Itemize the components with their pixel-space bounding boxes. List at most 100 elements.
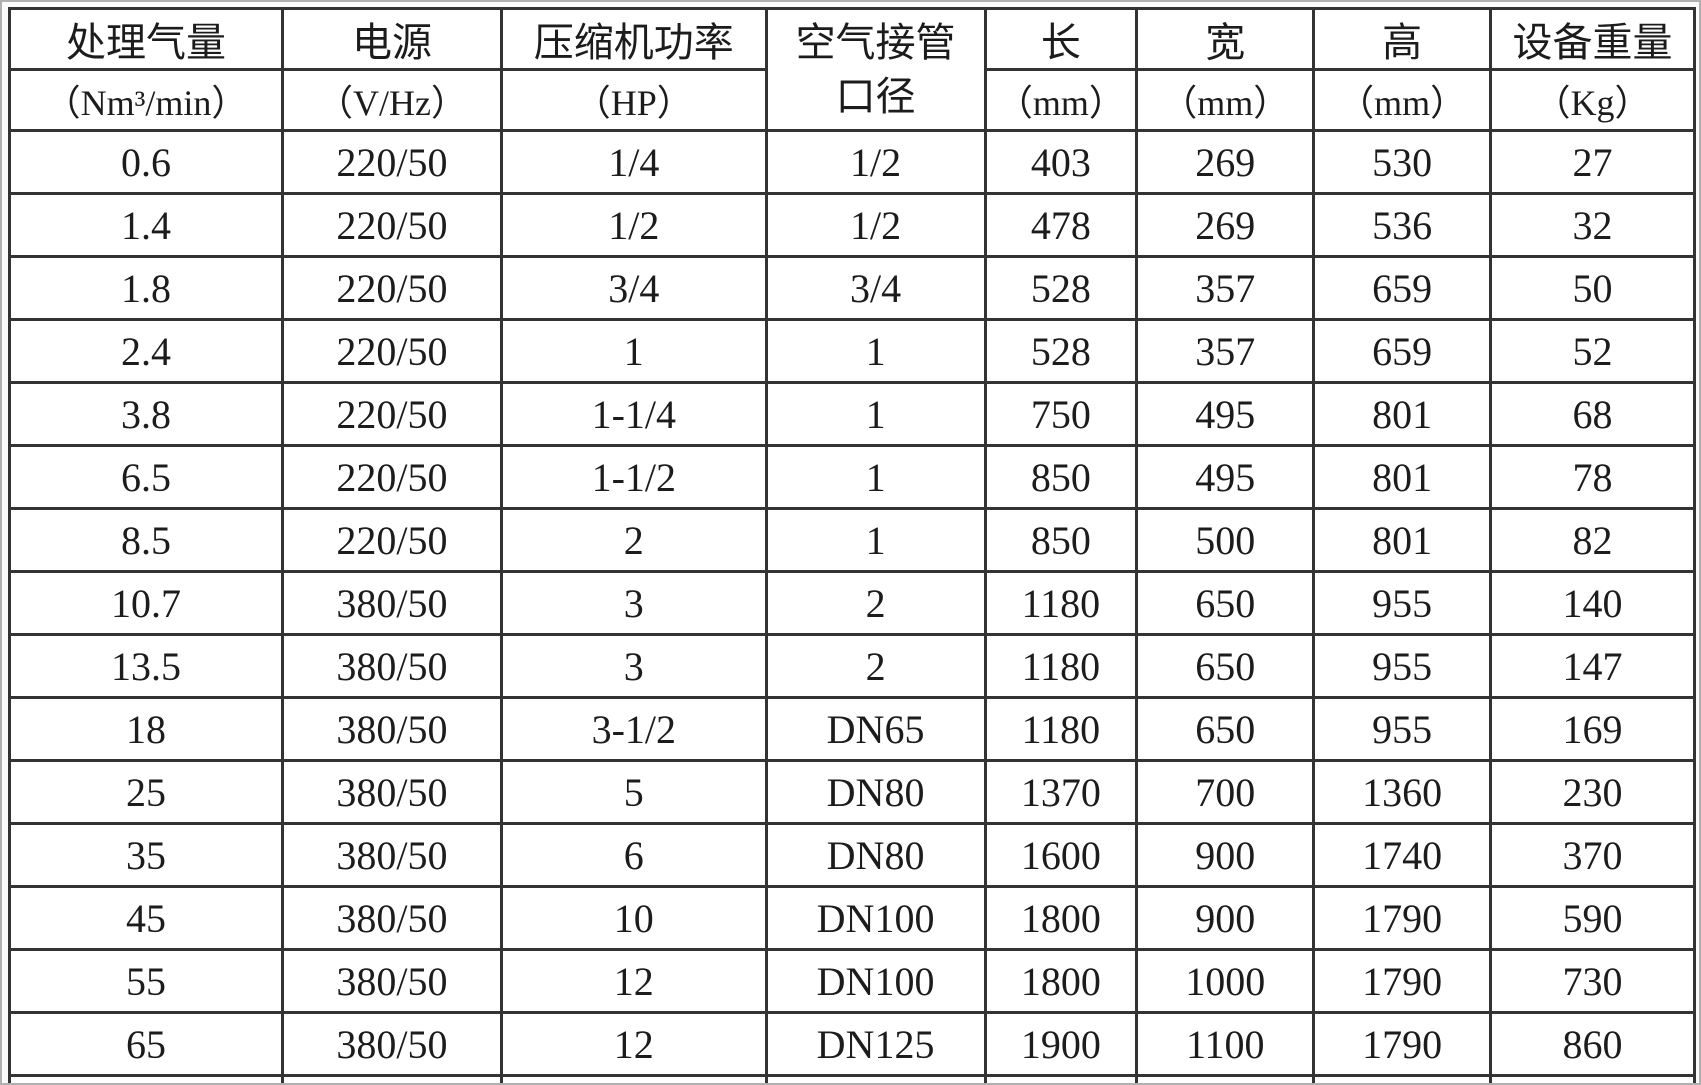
table-cell: 850 (983, 444, 1139, 510)
table-cell: 1.4 (8, 192, 284, 258)
table-cell: 1740 (1312, 822, 1493, 888)
table-cell: 1/2 (764, 192, 987, 258)
table-cell: 659 (1312, 255, 1493, 321)
table-cell: 1790 (1312, 885, 1493, 951)
col-unit-power-supply: （V/Hz） (280, 68, 504, 132)
table-row: 25 380/50 5 DN80 1370 700 1360 230 (8, 759, 1696, 825)
table-cell: 25 (8, 759, 284, 825)
equipment-spec-table: 处理气量 电源 压缩机功率 空气接管 口径 长 宽 高 设备重量 （Nm³/mi… (8, 7, 1696, 1083)
table-cell: 5 (500, 759, 768, 825)
table-cell: 147 (1489, 633, 1696, 699)
table-body: 0.6 220/50 1/4 1/2 403 269 530 27 1.4 220/50 1/2 1/… (8, 129, 1696, 1083)
table-cell: 403 (983, 129, 1139, 195)
table-row: 13.5 380/50 3 2 1180 650 955 147 (8, 633, 1696, 699)
table-cell: 750 (983, 381, 1139, 447)
table-cell: 495 (1135, 444, 1316, 510)
table-row: 6.5 220/50 1-1/2 1 850 495 801 78 (8, 444, 1696, 510)
table-cell: 8.5 (8, 507, 284, 573)
table-cell: 220/50 (280, 255, 504, 321)
table-cell: 955 (1312, 696, 1493, 762)
table-cell: 220/50 (280, 192, 504, 258)
table-cell: 1900 (983, 1011, 1139, 1077)
table-cell: 230 (1489, 759, 1696, 825)
table-cell: 13.5 (8, 633, 284, 699)
col-unit-compressor-power: （HP） (500, 68, 768, 132)
table-cell: 1 (764, 318, 987, 384)
table-cell: 1790 (1312, 1011, 1493, 1077)
col-header-air-pipe-diameter: 空气接管 口径 (764, 7, 987, 132)
table-cell: 85 (8, 1074, 284, 1083)
table-cell: 220/50 (280, 129, 504, 195)
table-cell: 20 (500, 1074, 768, 1083)
table-row: 3.8 220/50 1-1/4 1 750 495 801 68 (8, 381, 1696, 447)
table-cell: 2 (764, 570, 987, 636)
col-header-length: 长 (983, 7, 1139, 71)
table-cell: 3 (500, 633, 768, 699)
table-cell: 140 (1489, 570, 1696, 636)
table-cell: 1800 (983, 948, 1139, 1014)
table-cell: 1950 (1312, 1074, 1493, 1083)
table-cell: 1 (500, 318, 768, 384)
table-row: 85380/5020DN1252200140019501260 (8, 1074, 1696, 1083)
table-cell: 380/50 (280, 948, 504, 1014)
table-cell: 269 (1135, 129, 1316, 195)
col-header-weight: 设备重量 (1489, 7, 1696, 71)
table-cell: 1180 (983, 633, 1139, 699)
table-cell: 536 (1312, 192, 1493, 258)
table-cell: 1-1/4 (500, 381, 768, 447)
table-row: 45 380/50 10 DN100 1800 900 1790 590 (8, 885, 1696, 951)
table-cell: 380/50 (280, 696, 504, 762)
table-cell: 2200 (983, 1074, 1139, 1083)
table-row: 8.5 220/50 2 1 850 500 801 82 (8, 507, 1696, 573)
table-row: 35 380/50 6 DN80 1600 900 1740 370 (8, 822, 1696, 888)
table-cell: 659 (1312, 318, 1493, 384)
header-row-units: （Nm³/min） （V/Hz） （HP） （mm） （mm） （mm） （Kg… (8, 68, 1696, 132)
table-cell: 82 (1489, 507, 1696, 573)
table-row: 0.6 220/50 1/4 1/2 403 269 530 27 (8, 129, 1696, 195)
table-cell: 380/50 (280, 759, 504, 825)
col-header-gas-volume: 处理气量 (8, 7, 284, 71)
table-row: 65 380/50 12 DN125 1900 1100 1790 860 (8, 1011, 1696, 1077)
table-cell: 1180 (983, 696, 1139, 762)
table-cell: 1400 (1135, 1074, 1316, 1083)
table-cell: 55 (8, 948, 284, 1014)
table-cell: 52 (1489, 318, 1696, 384)
table-cell: 169 (1489, 696, 1696, 762)
table-row: 2.4 220/50 1 1 528 357 659 52 (8, 318, 1696, 384)
table-cell: 50 (1489, 255, 1696, 321)
table-cell: 900 (1135, 822, 1316, 888)
table-cell: 1100 (1135, 1011, 1316, 1077)
table-cell: 380/50 (280, 570, 504, 636)
table-row: 10.7 380/50 3 2 1180 650 955 140 (8, 570, 1696, 636)
table-cell: 700 (1135, 759, 1316, 825)
table-cell: 6 (500, 822, 768, 888)
table-cell: 220/50 (280, 444, 504, 510)
table-cell: 1370 (983, 759, 1139, 825)
table-cell: 528 (983, 318, 1139, 384)
table-cell: 380/50 (280, 1011, 504, 1077)
table-cell: DN125 (764, 1074, 987, 1083)
table-row: 55 380/50 12 DN100 1800 1000 1790 730 (8, 948, 1696, 1014)
table-cell: 68 (1489, 381, 1696, 447)
table-cell: 1260 (1489, 1074, 1696, 1083)
table-cell: 900 (1135, 885, 1316, 951)
col-header-compressor-power: 压缩机功率 (500, 7, 768, 71)
table-cell: 380/50 (280, 1074, 504, 1083)
table-cell: 528 (983, 255, 1139, 321)
table-cell: 2.4 (8, 318, 284, 384)
col-header-height: 高 (1312, 7, 1493, 71)
table-header: 处理气量 电源 压缩机功率 空气接管 口径 长 宽 高 设备重量 （Nm³/mi… (8, 7, 1696, 132)
header-row-names: 处理气量 电源 压缩机功率 空气接管 口径 长 宽 高 设备重量 (8, 7, 1696, 132)
table-cell: 955 (1312, 633, 1493, 699)
table-cell: 495 (1135, 381, 1316, 447)
table-cell: 12 (500, 948, 768, 1014)
table-cell: 3-1/2 (500, 696, 768, 762)
table-cell: 801 (1312, 507, 1493, 573)
table-cell: 380/50 (280, 885, 504, 951)
table-cell: DN125 (764, 1011, 987, 1077)
col-unit-weight: （Kg） (1489, 68, 1696, 132)
table-cell: 1/2 (764, 129, 987, 195)
table-cell: 45 (8, 885, 284, 951)
table-cell: 1600 (983, 822, 1139, 888)
col-header-width: 宽 (1135, 7, 1316, 71)
